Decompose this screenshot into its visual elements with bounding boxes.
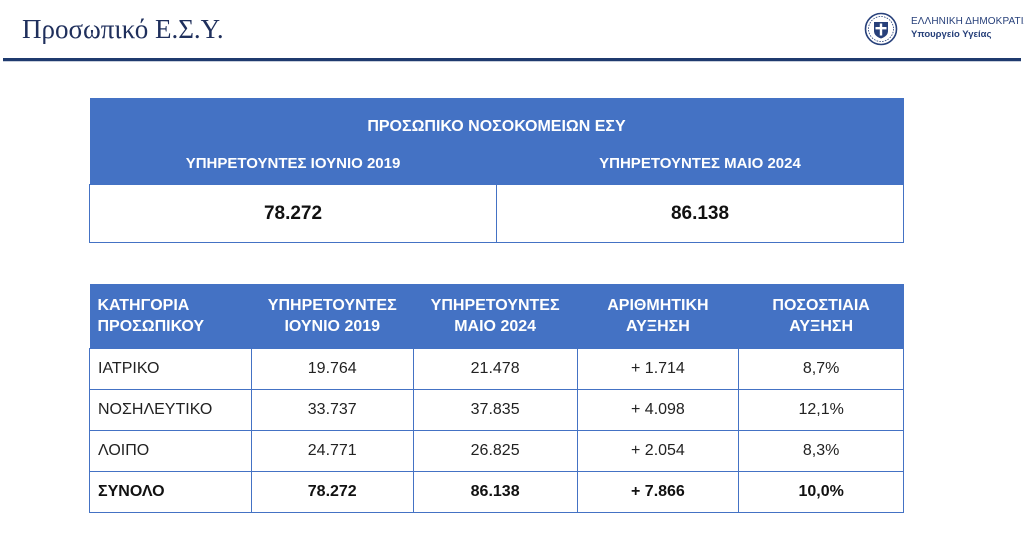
header-category: ΚΑΤΗΓΟΡΙΑ ΠΡΟΣΩΠΙΚΟΥ bbox=[89, 284, 252, 349]
header-line: ΠΡΟΣΩΠΙΚΟΥ bbox=[97, 318, 205, 335]
detail-table: ΚΑΤΗΓΟΡΙΑ ΠΡΟΣΩΠΙΚΟΥ ΥΠΗΡΕΤΟΥΝΤΕΣ ΙΟΥΝΙΟ… bbox=[89, 284, 904, 513]
total-row: ΣΥΝΟΛΟ 78.272 86.138 + 7.866 10,0% bbox=[89, 471, 904, 513]
header-divider bbox=[3, 58, 1021, 61]
row-numeric-increase: + 4.098 bbox=[576, 389, 740, 431]
row-percent-increase: 8,7% bbox=[738, 348, 904, 390]
total-value-2019: 78.272 bbox=[250, 471, 414, 513]
row-percent-increase: 8,3% bbox=[738, 430, 904, 472]
summary-col-2019-header: ΥΠΗΡΕΤΟΥΝΤΕΣ ΙΟΥΝΙΟ 2019 bbox=[89, 153, 497, 185]
table-row: ΛΟΙΠΟ 24.771 26.825 + 2.054 8,3% bbox=[89, 430, 904, 472]
greek-emblem-icon bbox=[864, 12, 898, 46]
header-line: ΑΡΙΘΜΗΤΙΚΗ bbox=[607, 297, 709, 314]
header-line: ΜΑΙΟ 2024 bbox=[454, 318, 537, 335]
total-percent-increase: 10,0% bbox=[738, 471, 904, 513]
row-numeric-increase: + 2.054 bbox=[576, 430, 740, 472]
header-line: ΑΥΞΗΣΗ bbox=[626, 318, 690, 335]
row-category: ΙΑΤΡΙΚΟ bbox=[89, 348, 252, 390]
table-row: ΙΑΤΡΙΚΟ 19.764 21.478 + 1.714 8,7% bbox=[89, 348, 904, 390]
header-line: ΙΟΥΝΙΟ 2019 bbox=[284, 318, 381, 335]
summary-col-2024-header: ΥΠΗΡΕΤΟΥΝΤΕΣ ΜΑΙΟ 2024 bbox=[496, 153, 904, 185]
row-category: ΛΟΙΠΟ bbox=[89, 430, 252, 472]
detail-header-row: ΚΑΤΗΓΟΡΙΑ ΠΡΟΣΩΠΙΚΟΥ ΥΠΗΡΕΤΟΥΝΤΕΣ ΙΟΥΝΙΟ… bbox=[89, 284, 904, 349]
header-may-2024: ΥΠΗΡΕΤΟΥΝΤΕΣ ΜΑΙΟ 2024 bbox=[413, 284, 578, 349]
row-category: ΝΟΣΗΛΕΥΤΙΚΟ bbox=[89, 389, 252, 431]
row-percent-increase: 12,1% bbox=[738, 389, 904, 431]
row-value-2019: 24.771 bbox=[250, 430, 414, 472]
row-value-2024: 26.825 bbox=[412, 430, 578, 472]
total-label: ΣΥΝΟΛΟ bbox=[89, 471, 252, 513]
header-numeric-increase: ΑΡΙΘΜΗΤΙΚΗ ΑΥΞΗΣΗ bbox=[577, 284, 739, 349]
header-line: ΥΠΗΡΕΤΟΥΝΤΕΣ bbox=[430, 297, 560, 314]
summary-value-2024: 86.138 bbox=[496, 184, 904, 243]
header-percent-increase: ΠΟΣΟΣΤΙΑΙΑ ΑΥΞΗΣΗ bbox=[738, 284, 904, 349]
summary-title: ΠΡΟΣΩΠΙΚΟ ΝΟΣΟΚΟΜΕΙΩΝ ΕΣΥ bbox=[89, 98, 904, 153]
logo-ministry-text: Υπουργείο Υγείας bbox=[911, 29, 992, 40]
table-row: ΝΟΣΗΛΕΥΤΙΚΟ 33.737 37.835 + 4.098 12,1% bbox=[89, 389, 904, 431]
header-line: ΥΠΗΡΕΤΟΥΝΤΕΣ bbox=[267, 297, 397, 314]
total-numeric-increase: + 7.866 bbox=[576, 471, 740, 513]
header-june-2019: ΥΠΗΡΕΤΟΥΝΤΕΣ ΙΟΥΝΙΟ 2019 bbox=[251, 284, 414, 349]
header-line: ΠΟΣΟΣΤΙΑΙΑ bbox=[772, 297, 870, 314]
row-value-2019: 33.737 bbox=[250, 389, 414, 431]
row-value-2019: 19.764 bbox=[250, 348, 414, 390]
row-numeric-increase: + 1.714 bbox=[576, 348, 740, 390]
row-value-2024: 21.478 bbox=[412, 348, 578, 390]
total-value-2024: 86.138 bbox=[412, 471, 578, 513]
ministry-logo: ΕΛΛΗΝΙΚΗ ΔΗΜΟΚΡΑΤΙΑ Υπουργείο Υγείας bbox=[864, 12, 1024, 46]
slide-title: Προσωπικό Ε.Σ.Υ. bbox=[22, 14, 224, 44]
header-line: ΑΥΞΗΣΗ bbox=[789, 318, 854, 335]
summary-value-2019: 78.272 bbox=[89, 184, 497, 243]
header-line: ΚΑΤΗΓΟΡΙΑ bbox=[97, 297, 190, 314]
logo-country-text: ΕΛΛΗΝΙΚΗ ΔΗΜΟΚΡΑΤΙΑ bbox=[911, 16, 1024, 27]
summary-table: ΠΡΟΣΩΠΙΚΟ ΝΟΣΟΚΟΜΕΙΩΝ ΕΣΥ ΥΠΗΡΕΤΟΥΝΤΕΣ Ι… bbox=[89, 98, 904, 243]
row-value-2024: 37.835 bbox=[412, 389, 578, 431]
header-divider-shadow bbox=[3, 61, 1021, 62]
